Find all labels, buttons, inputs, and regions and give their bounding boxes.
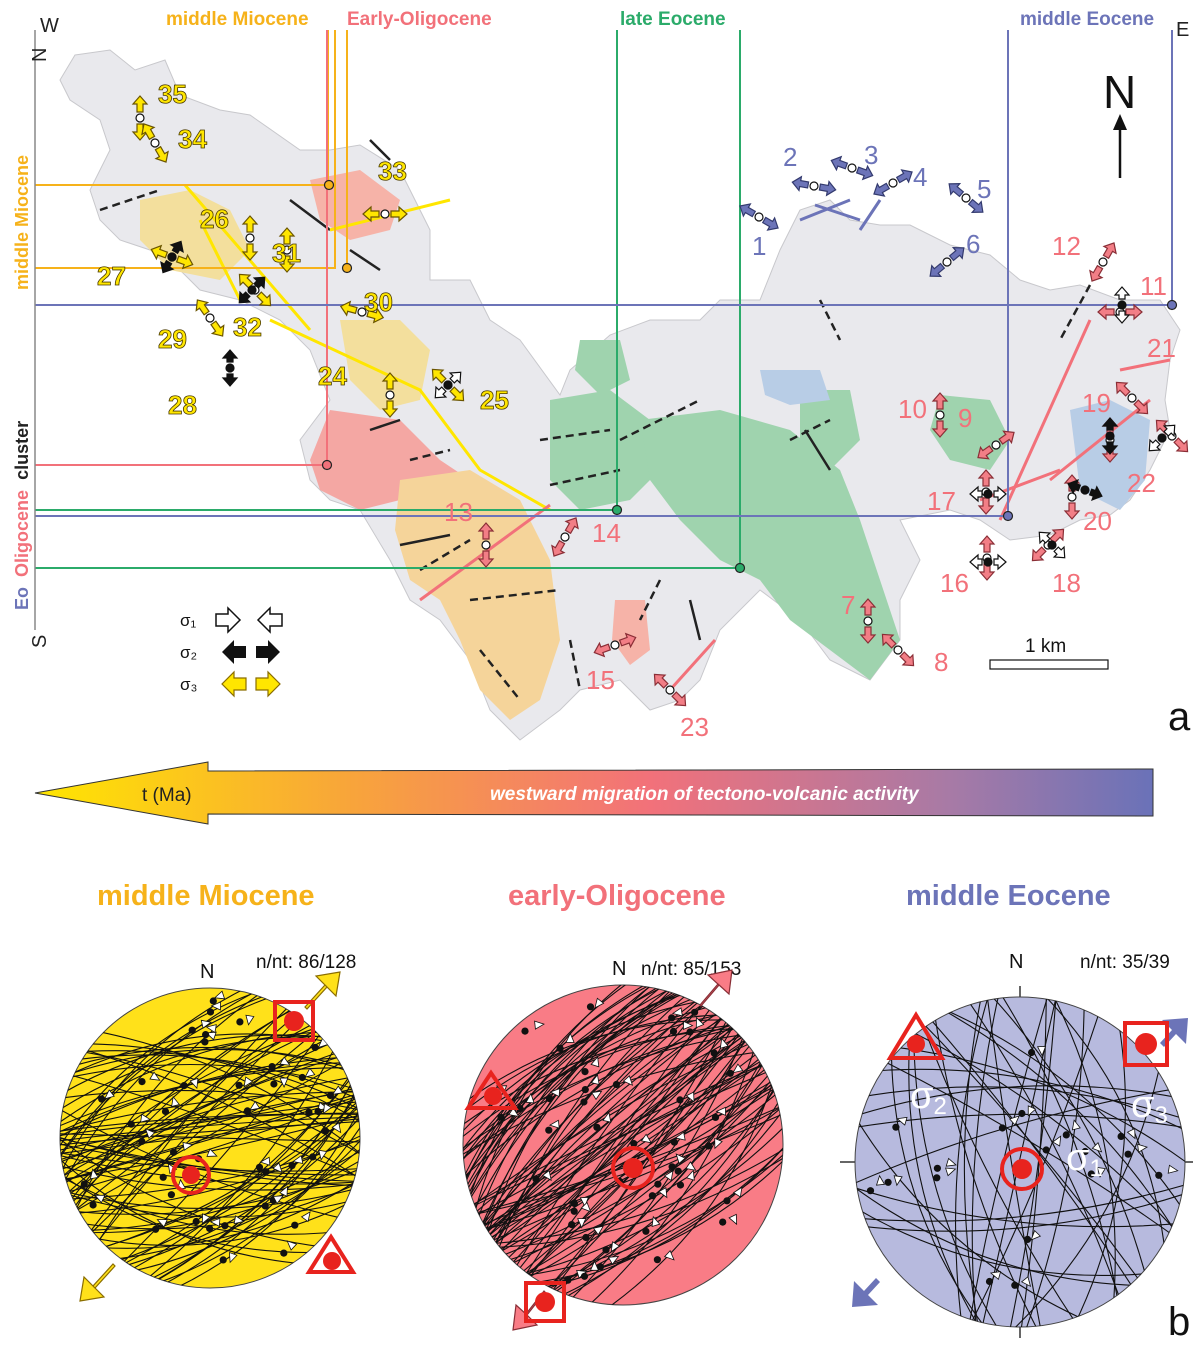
dashed-faults <box>99 188 1092 701</box>
compass-west: W <box>40 15 59 37</box>
site-label-28: 28 <box>168 390 197 420</box>
site-label-20: 20 <box>1083 506 1112 536</box>
sigma3-arrow-icon <box>699 969 733 1007</box>
svg-text:σ₁: σ₁ <box>180 611 196 630</box>
site-label-13: 13 <box>444 497 473 527</box>
stereonet-middle-miocene: middle Miocene N n/nt: 86/128 <box>59 880 361 1302</box>
compass-south: S <box>29 635 51 648</box>
header-early-oligocene: Early-Oligocene <box>347 9 492 30</box>
site-label-26: 26 <box>200 204 229 234</box>
svg-text:σ₂: σ₂ <box>180 643 197 662</box>
north-arrow: N <box>1103 66 1136 178</box>
scale-bar: 1 km <box>989 636 1109 670</box>
time-arrow: t (Ma) westward migration of tectono-vol… <box>34 761 1154 825</box>
site-label-8: 8 <box>934 647 948 677</box>
site-label-12: 12 <box>1052 231 1081 261</box>
header-middle-eocene: middle Eocene <box>1020 9 1154 30</box>
site-label-22: 22 <box>1127 468 1156 498</box>
site-label-27: 27 <box>97 261 126 291</box>
site-label-33: 33 <box>378 156 407 186</box>
sigma3-arrow-icon <box>304 971 341 1010</box>
stereonet-title: middle Eocene <box>906 880 1111 912</box>
time-arrow-right-label: westward migration of tectono-volcanic a… <box>490 784 920 805</box>
fault-lines <box>289 139 832 641</box>
site-label-4: 4 <box>913 162 927 192</box>
site-label-11: 11 <box>1140 271 1167 301</box>
site-label-2: 2 <box>783 142 797 172</box>
stereonet-panel: middle Miocene N n/nt: 86/128 early-Olig… <box>59 880 1193 1344</box>
stereonet-title: early-Oligocene <box>508 880 726 912</box>
header-middle-miocene: middle Miocene <box>166 9 309 30</box>
site-label-21: 21 <box>1147 333 1176 363</box>
panel-b-label: b <box>1168 1300 1190 1344</box>
unit-eocene-3 <box>800 390 860 470</box>
site-label-32: 32 <box>233 312 262 342</box>
blue-faults <box>799 198 882 231</box>
side-label-cluster: Eo Oligocene cluster <box>12 421 32 610</box>
panel-a-label: a <box>1168 695 1191 739</box>
site-label-14: 14 <box>592 518 621 548</box>
site-label-30: 30 <box>364 287 393 317</box>
site-label-18: 18 <box>1052 568 1081 598</box>
site-label-19: 19 <box>1082 388 1111 418</box>
site-label-6: 6 <box>966 229 980 259</box>
stereonet-north: N <box>612 958 626 980</box>
svg-text:σ₃: σ₃ <box>180 675 197 694</box>
site-label-9: 9 <box>958 403 972 433</box>
sigma1-label: σ1 <box>1066 1137 1103 1182</box>
time-line-nodes <box>321 179 1178 574</box>
stereonet-title: middle Miocene <box>97 880 315 912</box>
stereonet-north: N <box>200 961 214 983</box>
side-label-miocene: middle Miocene <box>12 155 32 290</box>
site-label-7: 7 <box>841 590 855 620</box>
unit-yellow-center <box>340 320 430 410</box>
site-label-34: 34 <box>178 124 207 154</box>
stereonet-middle-eocene: middle Eocene N n/nt: 35/39 σ2 σ3 σ1 <box>840 880 1193 1338</box>
sigma2-label: σ2 <box>910 1075 947 1120</box>
pink-faults <box>419 319 1171 692</box>
site-label-16: 16 <box>940 568 969 598</box>
site-label-17: 17 <box>927 486 956 516</box>
site-label-25: 25 <box>480 385 509 415</box>
compass-east: E <box>1176 19 1189 41</box>
sigma1-arrow-icon <box>215 606 242 634</box>
header-late-eocene: late Eocene <box>620 9 726 30</box>
stereonet-early-oligocene: early-Oligocene N n/nt: 85/153 <box>462 880 784 1331</box>
sigma2-arrow-icon <box>222 640 246 664</box>
site-label-5: 5 <box>977 174 991 204</box>
stereonet-north: N <box>1009 951 1023 973</box>
site-label-10: 10 <box>898 394 927 424</box>
site-label-35: 35 <box>158 79 187 109</box>
stereonet-count: n/nt: 86/128 <box>256 952 356 973</box>
sigma3-label: σ3 <box>1131 1084 1168 1129</box>
unit-miocene-south <box>395 470 560 720</box>
site-label-23: 23 <box>680 712 709 742</box>
site-label-29: 29 <box>158 324 187 354</box>
svg-text:Eo Oligocene c: Eo Oligocene cluster <box>12 421 32 610</box>
stress-legend: σ₁ σ₂ σ₃ <box>180 606 283 698</box>
site-label-1: 1 <box>752 231 766 261</box>
svg-text:1 km: 1 km <box>1025 636 1066 657</box>
unit-blue-mid <box>760 370 830 405</box>
svg-text:N: N <box>1103 66 1136 118</box>
unit-eocene-2 <box>640 410 900 680</box>
time-arrow-left-label: t (Ma) <box>142 785 192 806</box>
stereonet-count: n/nt: 35/39 <box>1080 952 1170 973</box>
stress-symbols <box>131 95 1189 707</box>
sigma3-arrow-icon <box>221 670 247 698</box>
site-label-3: 3 <box>864 140 878 170</box>
site-label-15: 15 <box>586 665 615 695</box>
site-label-31: 31 <box>272 238 301 268</box>
site-label-24: 24 <box>318 361 347 391</box>
map-panel: W E N S middle Miocene Early-Oligocene l… <box>12 9 1191 742</box>
compass-north: N <box>29 48 51 62</box>
svg-text:middle Miocene: middle Miocene <box>12 155 32 290</box>
